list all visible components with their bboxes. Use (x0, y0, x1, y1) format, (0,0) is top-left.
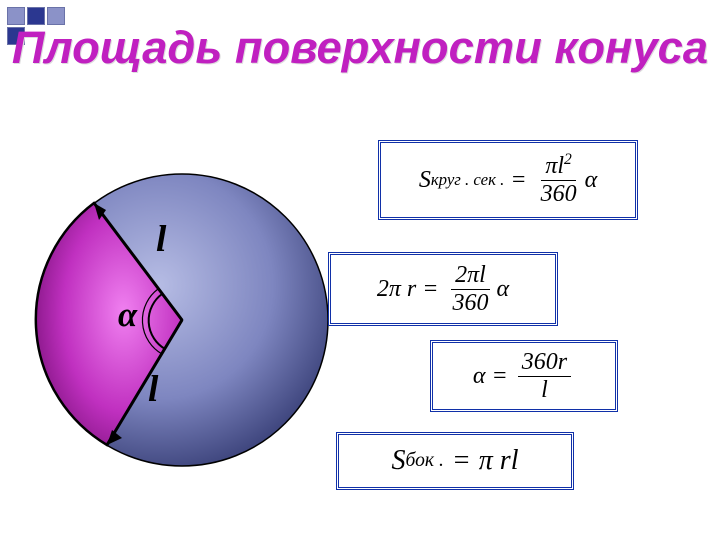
formula-circumference: 2π r = 2πl 360 α (328, 252, 558, 326)
page-title: Площадь поверхности конуса (0, 22, 720, 74)
label-l-top: l (156, 218, 166, 261)
label-l-bottom: l (148, 368, 158, 411)
formula-sector-area: Sкруг . сек . = πl2 360 α (378, 140, 638, 220)
formula-lateral-area: Sбок . = π rl (336, 432, 574, 490)
title-text: Площадь поверхности конуса (12, 22, 708, 73)
label-alpha: α (118, 296, 137, 335)
cone-diagram (34, 172, 330, 468)
formula-alpha: α = 360r l (430, 340, 618, 412)
